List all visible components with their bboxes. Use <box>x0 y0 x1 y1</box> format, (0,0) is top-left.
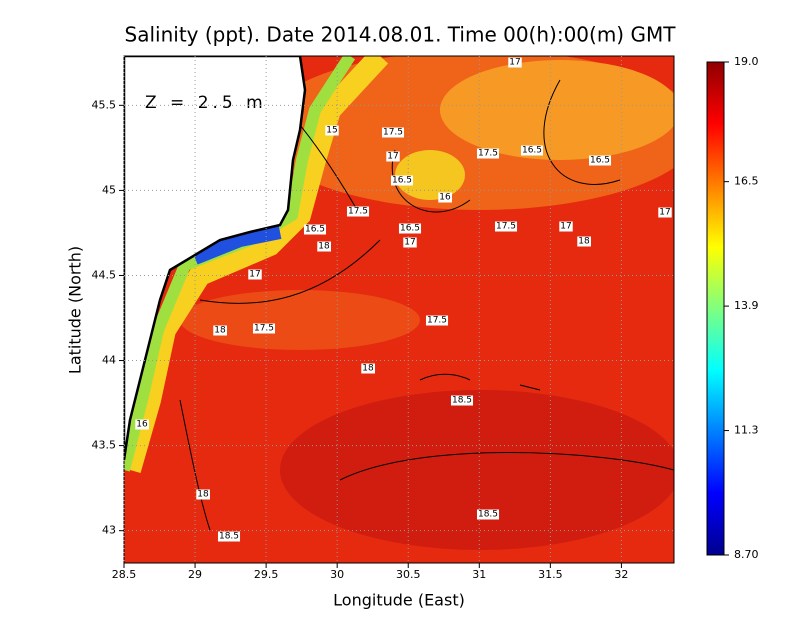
y-tick-label: 43 <box>102 524 116 537</box>
contour-label: 18 <box>214 326 226 336</box>
contour-label-bg <box>325 125 339 136</box>
annotation: Z = 2.5 m <box>145 93 267 113</box>
contour-label: 18.5 <box>478 510 498 520</box>
contour-label-bg <box>386 151 400 162</box>
contour-label: 18.5 <box>452 396 472 406</box>
colorbar-tick-label: 13.9 <box>734 299 759 312</box>
colorbar-tick-label: 19.0 <box>734 55 759 68</box>
y-tick-label: 45 <box>102 183 116 196</box>
y-tick-label: 43.5 <box>92 439 117 452</box>
contour-label: 16.5 <box>522 146 542 156</box>
contour-label: 18 <box>197 490 209 500</box>
y-tick-label: 45.5 <box>92 98 117 111</box>
contour-label: 16 <box>136 420 148 430</box>
contour-label-bg <box>520 145 544 156</box>
y-tick-label: 44 <box>102 354 116 367</box>
plot-frame <box>123 55 675 564</box>
contour-label: 17.5 <box>383 128 403 138</box>
contour-label-bg <box>346 206 370 217</box>
contour-label: 17.5 <box>478 149 498 159</box>
contour-label: 18 <box>318 242 330 252</box>
chart-title: Salinity (ppt). Date 2014.08.01. Time 00… <box>125 23 677 47</box>
contour-label-bg <box>476 148 500 159</box>
x-tick-label: 28.5 <box>112 568 137 581</box>
x-tick-label: 30 <box>330 568 344 581</box>
contour-label-bg <box>658 207 672 218</box>
contour-label: 18.5 <box>219 532 239 542</box>
contour-label-bg <box>425 315 449 326</box>
contour-label: 16.5 <box>400 224 420 234</box>
colorbar-tick-label: 8.70 <box>734 548 759 561</box>
contour-label-bg <box>559 221 573 232</box>
contour-label-bg <box>361 363 375 374</box>
contour-label: 16.5 <box>392 176 412 186</box>
contour-label: 17 <box>509 58 520 68</box>
contour-label-bg <box>450 395 474 406</box>
contour-label-bg <box>213 325 227 336</box>
contour-label: 18 <box>578 237 590 247</box>
x-axis-label: Longitude (East) <box>333 591 465 610</box>
contour-label-bg <box>403 237 417 248</box>
contour-label-bg <box>303 224 327 235</box>
contour-label: 16.5 <box>305 225 325 235</box>
contour-label-bg <box>381 127 405 138</box>
x-tick-label: 30.5 <box>396 568 421 581</box>
x-tick-label: 29 <box>188 568 202 581</box>
contour-label-bg <box>135 419 149 430</box>
contour-label: 15 <box>326 126 337 136</box>
contour-label-bg <box>248 269 262 280</box>
contour-label-bg <box>577 236 591 247</box>
contour-label: 17.5 <box>427 316 447 326</box>
contour-label-bg <box>196 489 210 500</box>
contour-label-bg <box>476 509 500 520</box>
y-axis-label: Latitude (North) <box>66 246 85 374</box>
contour-label: 16.5 <box>590 156 610 166</box>
field <box>124 56 674 563</box>
contour-label-bg <box>398 223 422 234</box>
contour-label: 17 <box>560 222 571 232</box>
contour-label-bg <box>390 175 414 186</box>
x-tick-label: 31 <box>472 568 486 581</box>
contour-label: 16 <box>439 193 451 203</box>
y-tick-label: 44.5 <box>92 268 117 281</box>
contour-label: 18 <box>362 364 374 374</box>
contour-label-bg <box>252 323 276 334</box>
contour-label: 17.5 <box>348 207 368 217</box>
contour-label: 17 <box>387 152 398 162</box>
colorbar-tick-label: 16.5 <box>734 175 759 188</box>
contour-label-bg <box>494 221 518 232</box>
colorbar-tick-label: 11.3 <box>734 424 759 437</box>
contour-label-bg <box>217 531 241 542</box>
contour-label: 17.5 <box>496 222 516 232</box>
contour-label-bg <box>438 192 452 203</box>
colorbar <box>706 61 725 556</box>
contour-label: 17 <box>249 270 260 280</box>
x-tick-label: 29.5 <box>254 568 279 581</box>
contour-label-bg <box>588 155 612 166</box>
contour-label-bg <box>317 241 331 252</box>
x-tick-label: 31.5 <box>538 568 563 581</box>
x-tick-label: 32 <box>614 568 628 581</box>
contour-label: 17 <box>659 208 670 218</box>
contour-label-bg <box>508 57 522 68</box>
contour-label: 17.5 <box>254 324 274 334</box>
contour-label: 17 <box>404 238 415 248</box>
